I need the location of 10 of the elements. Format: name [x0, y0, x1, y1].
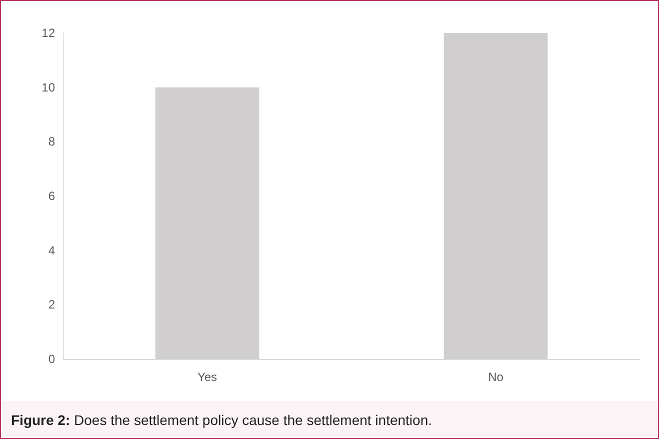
caption: Figure 2: Does the settlement policy cause the settlement intention.	[10, 412, 432, 428]
y-tick-label: 4	[48, 243, 56, 258]
y-tick-label: 10	[42, 80, 56, 94]
x-tick-label: No	[488, 370, 504, 384]
y-tick-label: 6	[48, 189, 56, 203]
y-tick-label: 0	[48, 352, 56, 366]
x-tick-label: Yes	[197, 370, 218, 384]
y-tick-label: 2	[48, 298, 56, 312]
y-tick-label: 8	[48, 134, 56, 149]
y-tick-label: 12	[42, 26, 56, 40]
